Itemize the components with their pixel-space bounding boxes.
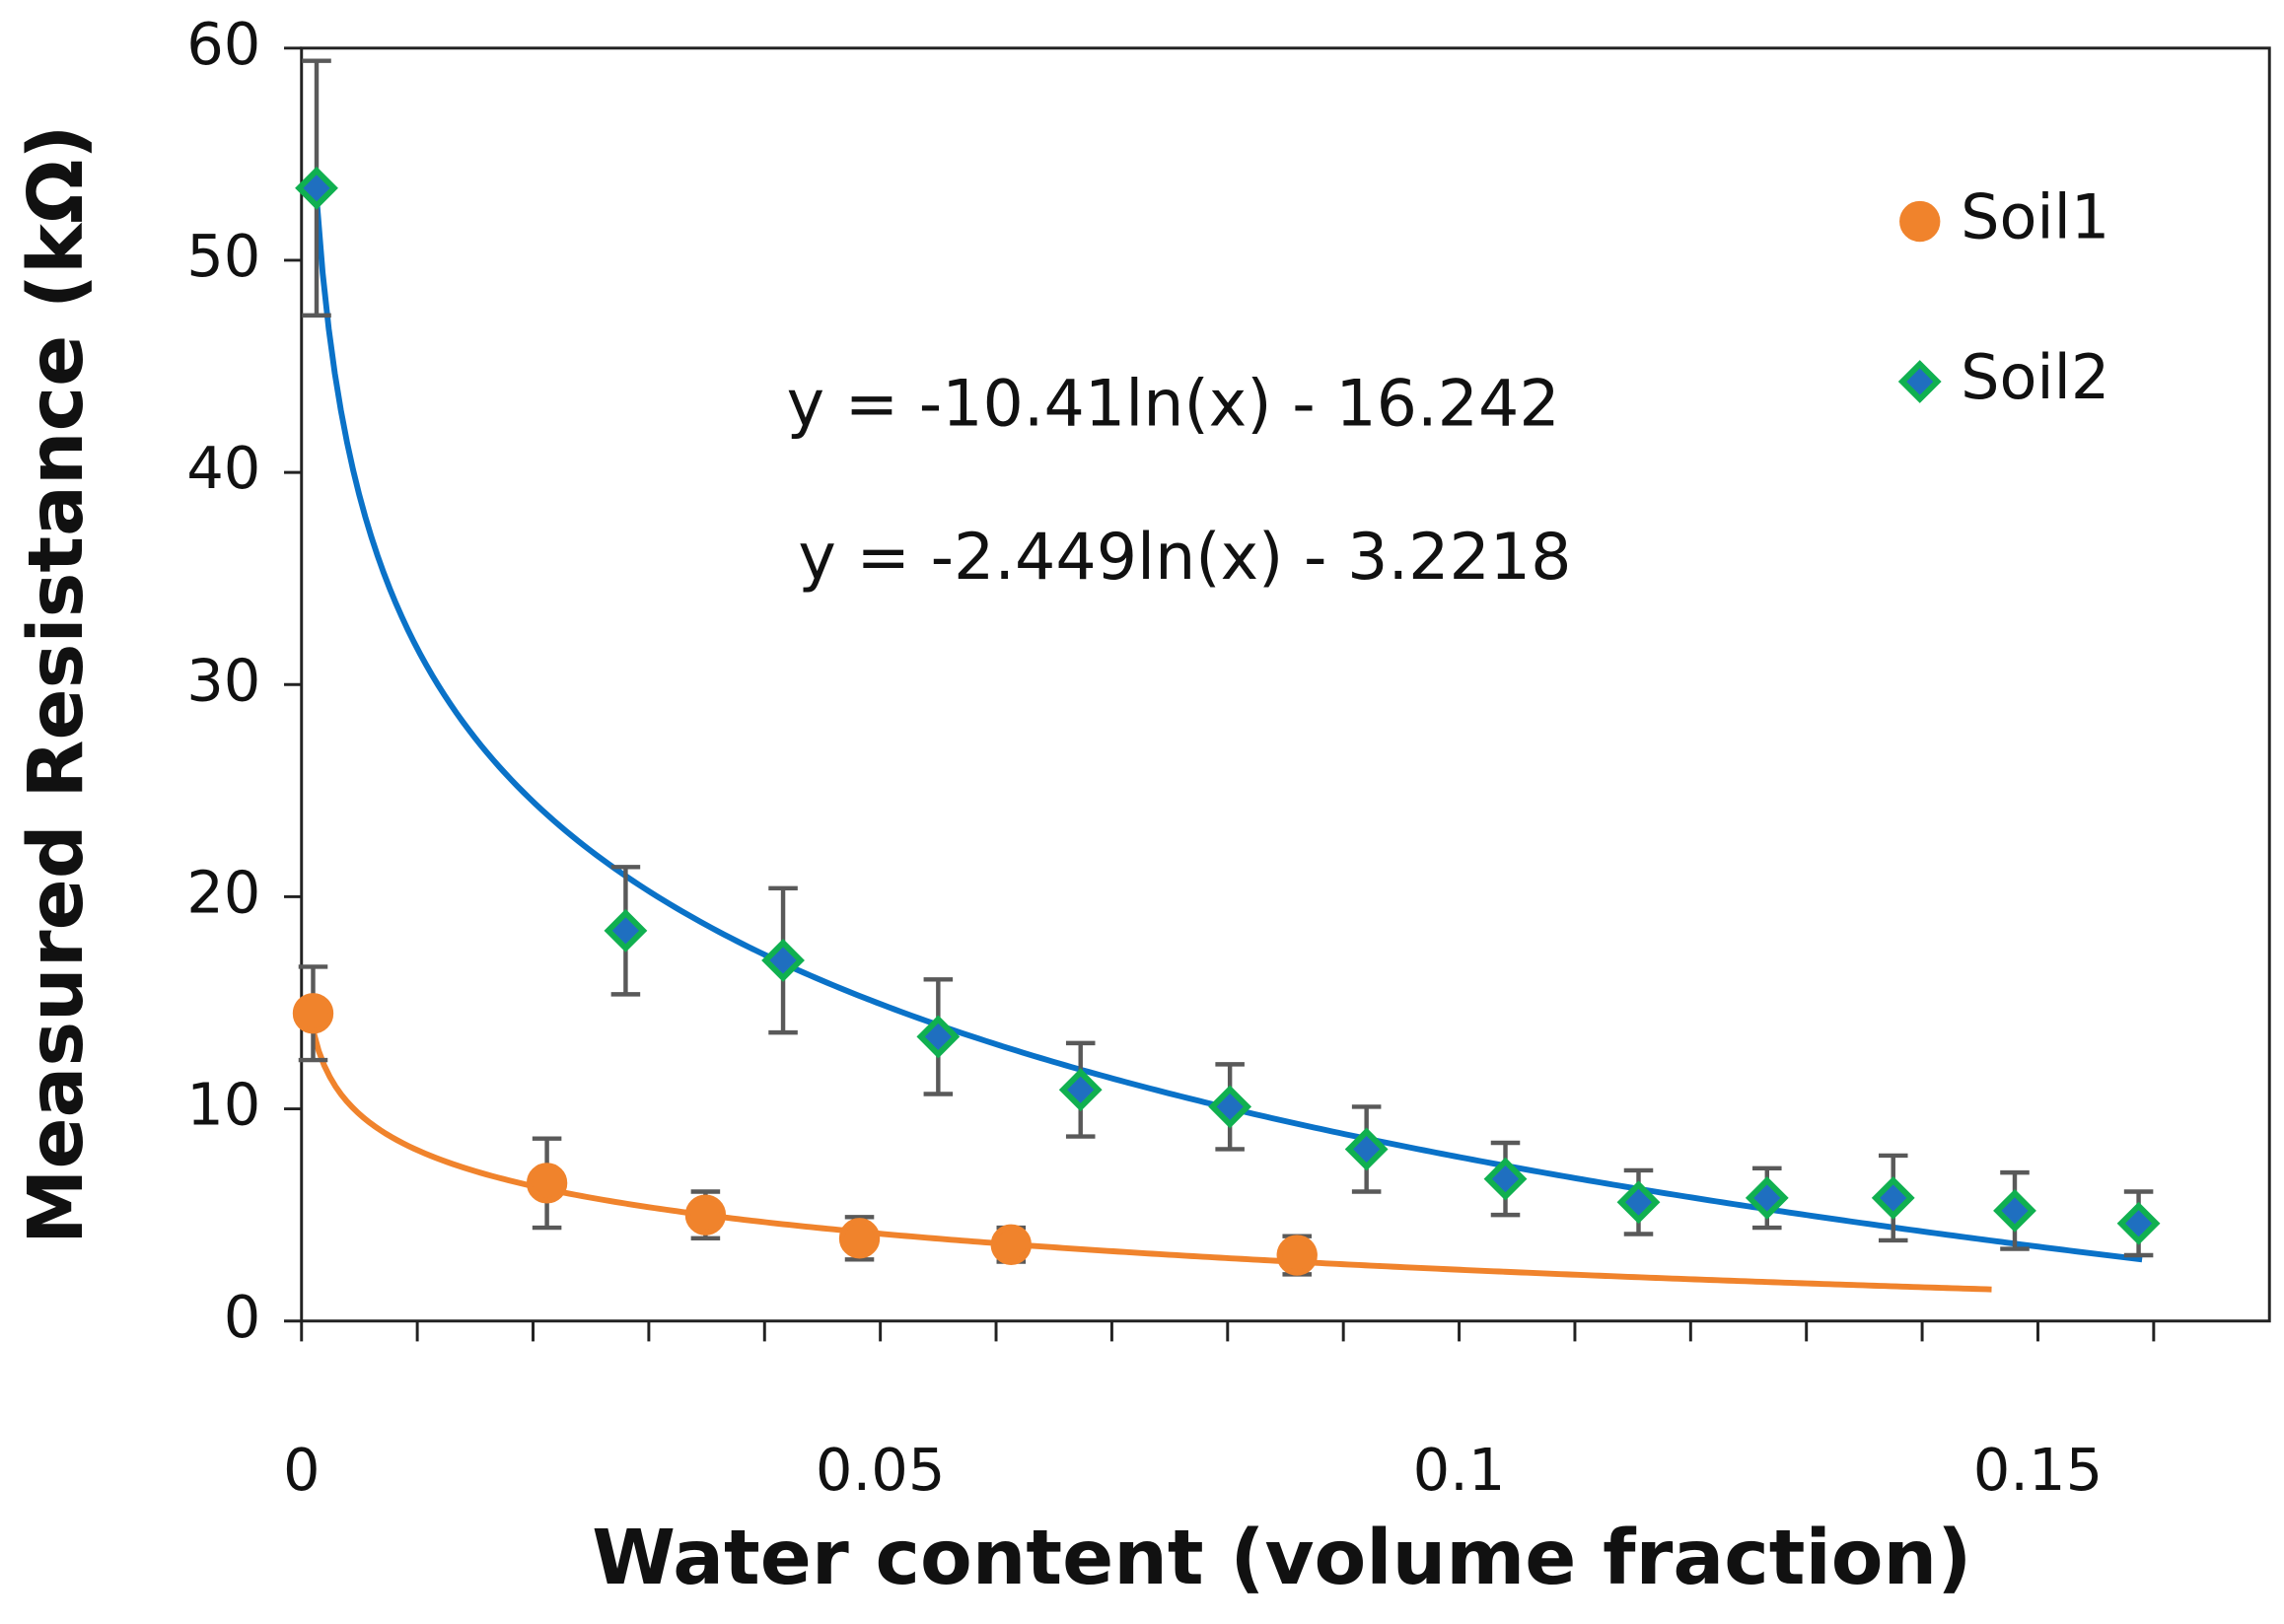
data-point	[990, 1224, 1032, 1265]
data-point	[1993, 1188, 2036, 1233]
x-tick-label: 0.15	[1973, 1436, 2104, 1504]
legend-label: Soil2	[1961, 341, 2109, 413]
data-point	[1745, 1176, 1789, 1220]
legend-label: Soil1	[1961, 181, 2109, 253]
data-point	[2116, 1201, 2161, 1245]
y-tick-label: 0	[224, 1283, 261, 1351]
legend-marker	[1897, 360, 1942, 403]
data-point	[761, 939, 805, 982]
y-tick-label: 40	[186, 434, 260, 502]
data-point	[1208, 1085, 1252, 1129]
data-point	[292, 993, 334, 1034]
y-tick-label: 30	[186, 646, 260, 714]
y-tick-label: 60	[186, 10, 260, 78]
legend-marker	[1899, 200, 1941, 243]
data-point	[1344, 1127, 1389, 1171]
data-point	[1058, 1068, 1103, 1112]
x-tick-label: 0.05	[816, 1436, 946, 1504]
trendline	[310, 1029, 1992, 1293]
data-point	[1276, 1235, 1318, 1276]
data-point	[838, 1218, 881, 1259]
y-tick-label: 50	[186, 222, 260, 290]
data-point	[1483, 1157, 1528, 1201]
data-point	[604, 908, 648, 953]
trendline-equation: y = -10.41ln(x) - 16.242	[787, 368, 1560, 442]
trendline-equation: y = -2.449ln(x) - 3.2218	[798, 521, 1571, 595]
x-tick-label: 0.1	[1413, 1436, 1506, 1504]
data-point	[916, 1015, 961, 1059]
y-axis-title: Measured Resistance (kΩ)	[13, 125, 101, 1244]
x-axis-title: Water content (volume fraction)	[592, 1515, 1971, 1602]
x-tick-label: 0	[283, 1436, 321, 1504]
data-point	[295, 166, 338, 210]
y-tick-label: 20	[186, 859, 260, 927]
y-tick-label: 10	[186, 1071, 260, 1139]
data-point	[526, 1163, 568, 1204]
data-point	[684, 1194, 727, 1236]
data-point	[1871, 1176, 1915, 1220]
data-point	[1616, 1180, 1661, 1225]
